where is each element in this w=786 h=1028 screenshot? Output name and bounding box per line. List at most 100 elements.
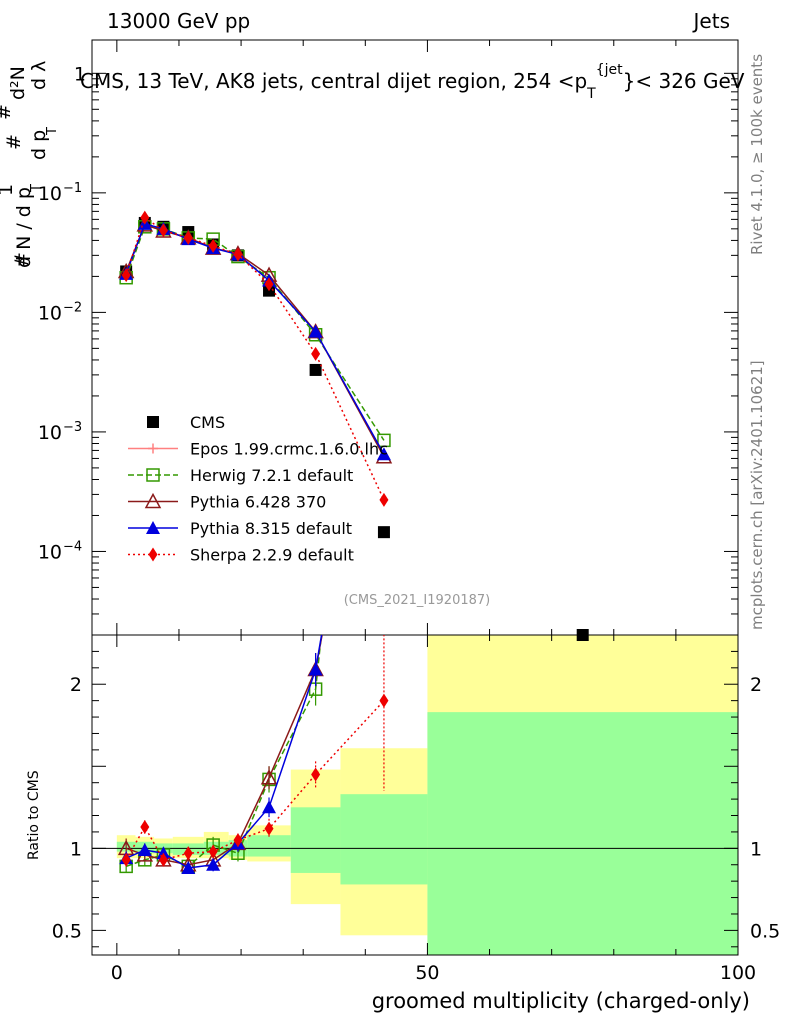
ratio-tick-label: 1 — [70, 838, 82, 860]
ratio-tick-label: 0.5 — [52, 920, 82, 942]
legend-marker — [148, 547, 158, 562]
y-tick-exponent: −4 — [63, 539, 82, 554]
legend-label: Herwig 7.2.1 default — [190, 466, 353, 485]
ratio-point — [181, 861, 196, 875]
svg-text:T: T — [29, 184, 44, 193]
legend-label: Pythia 8.315 default — [190, 519, 352, 538]
data-point — [264, 277, 274, 292]
legend-label: CMS — [190, 413, 225, 432]
x-tick-label: 50 — [415, 962, 439, 984]
ratio-point — [260, 769, 278, 785]
band-inner — [427, 712, 738, 955]
legend-label: Pythia 6.428 370 — [190, 493, 326, 512]
ratio-point — [156, 846, 171, 860]
legend-marker — [147, 416, 159, 428]
legend-entry: CMS — [147, 413, 225, 432]
legend-entry: Sherpa 2.2.9 default — [128, 546, 354, 565]
data-point — [140, 210, 150, 225]
main-line — [125, 223, 385, 458]
ratio-series — [119, 635, 323, 874]
ratio-point — [379, 693, 389, 708]
legend-entry: Epos 1.99.crmc.1.6.0.lhc — [128, 440, 388, 459]
svg-text:d p: d p — [28, 130, 50, 160]
svg-text:d N / d p: d N / d p — [13, 187, 35, 268]
y-tick-label: 10 — [38, 541, 62, 563]
series-2 — [119, 220, 391, 874]
y-axis-main-label: d N / d p T 1 # # d p T d λ d²N # — [0, 61, 60, 268]
header-left: 13000 GeV pp — [107, 9, 250, 33]
band-inner — [290, 807, 341, 873]
side-label-bottom: mcplots.cern.ch [arXiv:2401.10621] — [748, 360, 766, 630]
data-point — [158, 223, 168, 238]
data-point — [308, 324, 323, 338]
y-tick-label: 10 — [38, 302, 62, 324]
x-axis-label: groomed multiplicity (charged-only) — [372, 989, 750, 1013]
header-right: Jets — [692, 9, 730, 33]
data-point — [121, 268, 131, 283]
ratio-point — [233, 833, 243, 848]
y-tick-label: 10 — [38, 422, 62, 444]
ratio-tick-label-right: 2 — [750, 674, 762, 696]
ratio-tick-label-right: 1 — [750, 838, 762, 860]
plot-title: CMS, 13 TeV, AK8 jets, central dijet reg… — [80, 62, 745, 102]
svg-text:#: # — [11, 252, 33, 268]
svg-text:#: # — [0, 104, 15, 120]
ratio-frame — [91, 634, 739, 956]
ratio-point — [140, 820, 150, 834]
ratio-point — [121, 852, 131, 867]
data-point — [576, 629, 589, 641]
main-line — [125, 225, 385, 441]
legend-marker — [146, 468, 160, 482]
band-inner — [247, 835, 291, 857]
legend-entry: Pythia 6.428 370 — [128, 493, 326, 512]
legend-marker — [148, 443, 158, 454]
ratio-point — [137, 842, 152, 856]
main-line — [125, 222, 385, 455]
ratio-point — [183, 846, 193, 861]
svg-text:#: # — [3, 134, 25, 150]
ratio-point — [206, 857, 221, 871]
band-inner — [340, 794, 428, 885]
svg-text:T: T — [45, 127, 60, 136]
x-tick-label: 0 — [111, 962, 123, 984]
data-point — [377, 526, 390, 539]
ratio-series — [121, 635, 389, 867]
ratio-point — [264, 821, 274, 836]
data-point — [379, 492, 389, 507]
series-5 — [121, 210, 389, 867]
svg-text:1: 1 — [0, 184, 17, 196]
y-tick-label: 1 — [74, 63, 86, 85]
ratio-tick-label-right: 0.5 — [750, 920, 780, 942]
legend-label: Sherpa 2.2.9 default — [190, 546, 354, 565]
main-frame — [91, 39, 739, 636]
data-point — [377, 433, 391, 448]
legend-entry: Herwig 7.2.1 default — [128, 466, 353, 485]
y-tick-exponent: −2 — [63, 300, 82, 315]
svg-text:d²N: d²N — [7, 66, 29, 100]
data-point — [376, 447, 391, 461]
y-tick-label: 10 — [38, 183, 62, 205]
legend: CMS Epos 1.99.crmc.1.6.0.lhc Herwig 7.2.1 … — [128, 413, 388, 565]
data-point — [233, 247, 243, 262]
data-point — [208, 238, 218, 253]
legend-entry: Pythia 8.315 default — [128, 519, 352, 538]
x-tick-label: 100 — [720, 962, 756, 984]
y-tick-exponent: −1 — [63, 181, 82, 196]
uncertainty-bands — [116, 635, 738, 955]
ratio-tick-label: 2 — [70, 674, 82, 696]
data-point — [183, 230, 193, 245]
ratio-point — [311, 767, 321, 782]
data-point — [309, 363, 322, 376]
side-label-top: Rivet 4.1.0, ≥ 100k events — [748, 54, 766, 255]
legend-label: Epos 1.99.crmc.1.6.0.lhc — [190, 440, 388, 459]
y-tick-exponent: −3 — [63, 420, 82, 435]
legend-marker — [144, 492, 162, 509]
ratio-point — [308, 662, 323, 676]
series-layer — [117, 210, 589, 875]
ratio-point — [262, 800, 277, 814]
data-point — [311, 346, 321, 361]
ratio-point — [158, 852, 168, 867]
svg-text:d λ: d λ — [28, 61, 50, 90]
